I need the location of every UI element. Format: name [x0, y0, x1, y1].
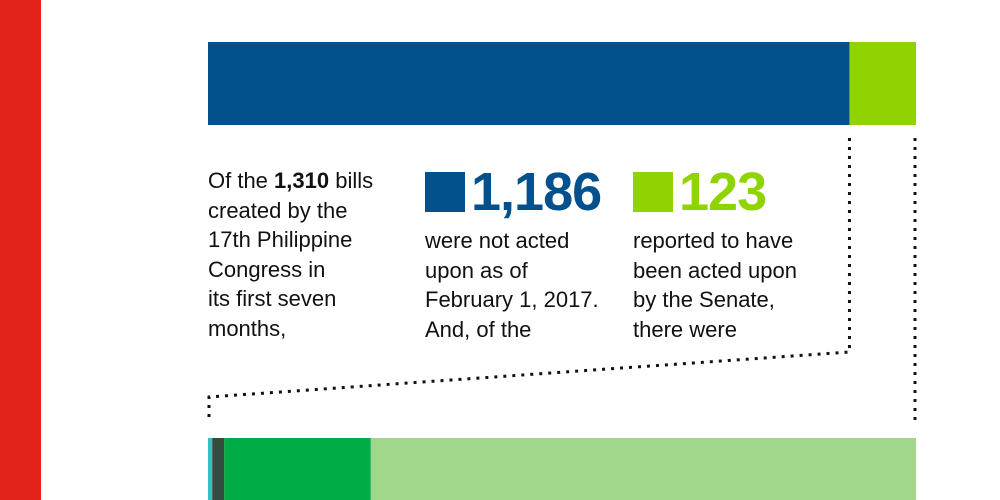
top-bar-segment-0 [208, 42, 850, 125]
intro-text: Of the 1,310 bills created by the 17th P… [208, 166, 413, 343]
bottom-bar-segment-1 [212, 438, 225, 500]
total-bills: 1,310 [274, 168, 330, 193]
intro-prefix: Of the [208, 168, 275, 193]
not-acted-column: 1,186 were not acted upon as of February… [425, 162, 625, 344]
bottom-bar-segment-3 [370, 438, 917, 500]
intro-body: bills created by the 17th Philippine Con… [208, 168, 374, 341]
top-bar-segment-1 [849, 42, 916, 125]
connector-lines [207, 138, 917, 420]
accent-stripe [0, 0, 41, 500]
not-acted-swatch [425, 172, 465, 212]
acted-number: 123 [679, 162, 767, 222]
top-stacked-bar [208, 42, 916, 125]
bottom-bar-segment-2 [224, 438, 371, 500]
acted-text: reported to have been acted upon by the … [633, 228, 797, 342]
bottom-bar-segment-0 [208, 438, 213, 500]
not-acted-number: 1,186 [471, 162, 602, 222]
bottom-stacked-bar [208, 438, 917, 500]
acted-column: 123 reported to have been acted upon by … [633, 162, 833, 344]
acted-swatch [633, 172, 673, 212]
not-acted-text: were not acted upon as of February 1, 20… [425, 228, 599, 342]
